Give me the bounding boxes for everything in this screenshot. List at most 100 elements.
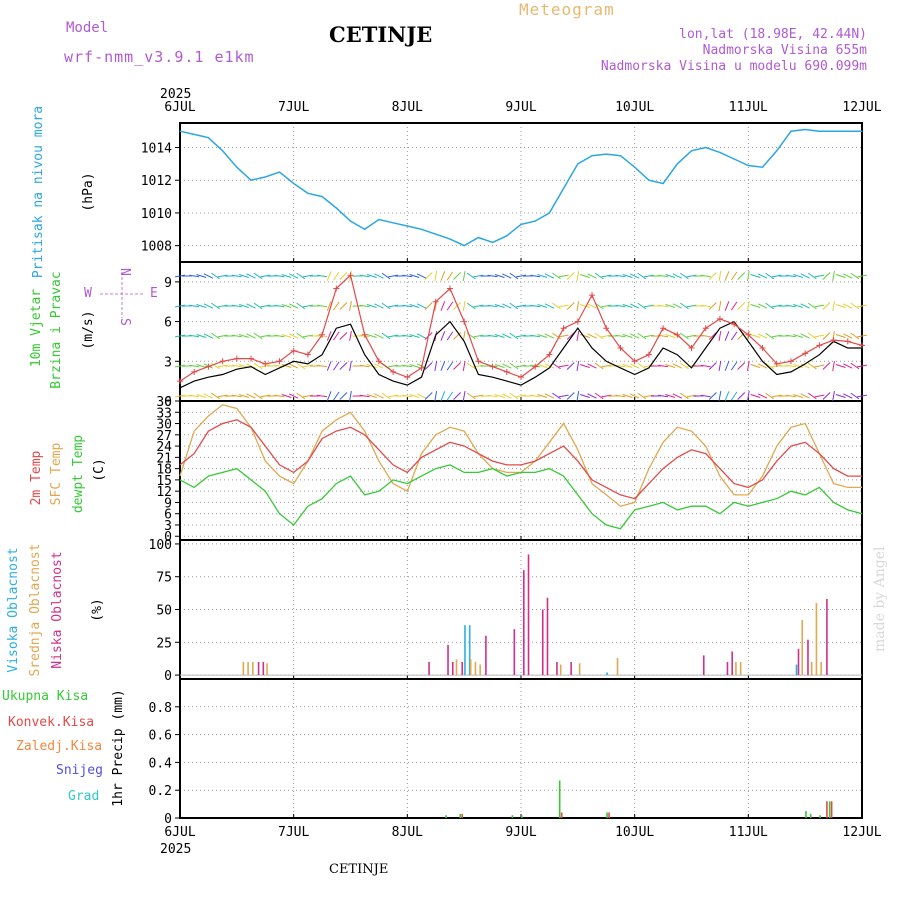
cloud-bar-low bbox=[447, 644, 449, 676]
precip-bar-conv bbox=[830, 801, 833, 818]
cloud-bar-mid bbox=[578, 663, 581, 676]
wind-vector-arrow bbox=[746, 390, 750, 402]
wind-gust-marker bbox=[248, 355, 255, 362]
wind-vector-arrow bbox=[771, 304, 782, 308]
wind-vector-arrow bbox=[544, 333, 555, 339]
wind-vector-arrow bbox=[388, 304, 399, 308]
wind-vector-arrow bbox=[440, 391, 446, 401]
cloud-bar-low bbox=[541, 609, 544, 676]
wind-vector-arrow bbox=[388, 334, 399, 338]
wind-gust-marker bbox=[816, 342, 823, 349]
wind-vector-arrow bbox=[566, 302, 575, 310]
cloud-bar-low bbox=[797, 648, 800, 676]
wind-vector-arrow bbox=[339, 332, 348, 340]
ylabel-dewpt: dewpt Temp bbox=[71, 435, 86, 513]
wind-vector-arrow bbox=[746, 270, 750, 282]
wind-vector-arrow bbox=[366, 304, 377, 308]
ytick-label-temperature: 0 bbox=[164, 530, 172, 545]
wind-vector-arrow bbox=[515, 274, 527, 278]
wind-vector-arrow bbox=[434, 300, 438, 312]
wind-vector-arrow bbox=[672, 363, 683, 369]
wind-vector-arrow bbox=[453, 392, 462, 400]
wind-gust-marker bbox=[759, 345, 766, 352]
wind-vector-arrow bbox=[462, 360, 466, 372]
wind-vector-arrow bbox=[440, 301, 446, 311]
wind-vector-arrow bbox=[366, 334, 377, 338]
wind-vector-arrow bbox=[196, 334, 207, 338]
temp-2m-line bbox=[179, 419, 862, 500]
wind-vector-arrow bbox=[708, 392, 717, 400]
wind-gust-marker bbox=[859, 342, 865, 349]
wind-vector-arrow bbox=[189, 334, 200, 338]
wind-vector-arrow bbox=[587, 273, 597, 279]
wind-vector-arrow bbox=[211, 362, 220, 370]
wind-gust-marker bbox=[418, 364, 425, 371]
ytick-label-precip: 0.6 bbox=[149, 729, 172, 744]
wind-gust-marker bbox=[432, 298, 439, 305]
wind-vector-arrow bbox=[552, 272, 561, 280]
wind-vector-arrow bbox=[737, 272, 746, 280]
wind-gust-marker bbox=[844, 338, 851, 345]
wind-vector-arrow bbox=[637, 272, 647, 280]
cloud-bar-low bbox=[451, 661, 454, 676]
wind-vector-arrow bbox=[487, 334, 498, 338]
wind-vector-arrow bbox=[800, 363, 810, 369]
ytick-label-precip: 0.8 bbox=[149, 701, 172, 716]
wind-vector-arrow bbox=[174, 394, 186, 398]
pressure-point bbox=[548, 212, 551, 214]
ylabel-temp2m: 2m Temp bbox=[29, 450, 44, 505]
wind-vector-arrow bbox=[446, 361, 454, 371]
wind-gust-marker bbox=[716, 315, 723, 322]
wind-vector-arrow bbox=[509, 362, 519, 370]
wind-vector-arrow bbox=[832, 360, 835, 372]
wind-vector-arrow bbox=[785, 274, 796, 278]
precip-bar-total bbox=[606, 812, 608, 818]
wind-vector-arrow bbox=[672, 273, 683, 279]
wind-vector-arrow bbox=[374, 393, 384, 399]
precip-bar-total bbox=[805, 811, 807, 818]
wind-vector-arrow bbox=[487, 274, 498, 278]
wind-vector-arrow bbox=[231, 304, 242, 308]
wind-gust-marker bbox=[191, 368, 198, 375]
wind-vector-arrow bbox=[260, 274, 271, 278]
ytick-label-wind: 0 bbox=[164, 395, 172, 410]
wind-vector-arrow bbox=[494, 394, 505, 398]
wind-vector-arrow bbox=[274, 274, 285, 278]
pressure-point bbox=[847, 130, 849, 132]
cloud-bar-low bbox=[807, 639, 809, 676]
cloud-bar-low bbox=[702, 655, 705, 676]
wind-vector-arrow bbox=[494, 274, 505, 278]
wind-vector-arrow bbox=[473, 394, 484, 398]
wind-gust-marker bbox=[304, 351, 311, 358]
pressure-point bbox=[577, 163, 579, 165]
wind-vector-arrow bbox=[843, 303, 853, 309]
wind-vector-arrow bbox=[822, 332, 831, 340]
wind-vector-arrow bbox=[672, 393, 683, 399]
cloud-bar-low bbox=[262, 661, 265, 676]
wind-vector-arrow bbox=[366, 394, 377, 398]
wind-vector-arrow bbox=[274, 304, 285, 308]
cloud-bar-mid bbox=[801, 619, 804, 676]
wind-vector-arrow bbox=[622, 334, 633, 338]
wind-vector-arrow bbox=[718, 270, 722, 282]
wind-vector-arrow bbox=[672, 303, 683, 309]
wind-vector-arrow bbox=[326, 301, 332, 311]
wind-vector-arrow bbox=[339, 302, 348, 310]
ytick-label-wind: 9 bbox=[164, 276, 172, 291]
wind-vector-arrow bbox=[217, 364, 228, 368]
wind-vector-arrow bbox=[850, 272, 860, 280]
ytick-label-precip: 0 bbox=[164, 812, 172, 827]
pressure-point bbox=[364, 228, 366, 230]
wind-vector-arrow bbox=[785, 394, 796, 398]
wind-vector-arrow bbox=[217, 304, 228, 308]
wind-vector-arrow bbox=[466, 362, 476, 370]
wind-vector-arrow bbox=[326, 331, 332, 341]
ytick-label-pressure: 1014 bbox=[141, 142, 172, 157]
wind-vector-arrow bbox=[203, 333, 214, 339]
wind-vector-arrow bbox=[856, 394, 868, 398]
cloud-bar-mid bbox=[820, 661, 822, 676]
ylabel-precip: 1hr Precip (mm) bbox=[111, 689, 126, 806]
wind-vector-arrow bbox=[558, 334, 569, 338]
wind-vector-arrow bbox=[502, 303, 512, 309]
wind-vector-arrow bbox=[680, 362, 689, 370]
